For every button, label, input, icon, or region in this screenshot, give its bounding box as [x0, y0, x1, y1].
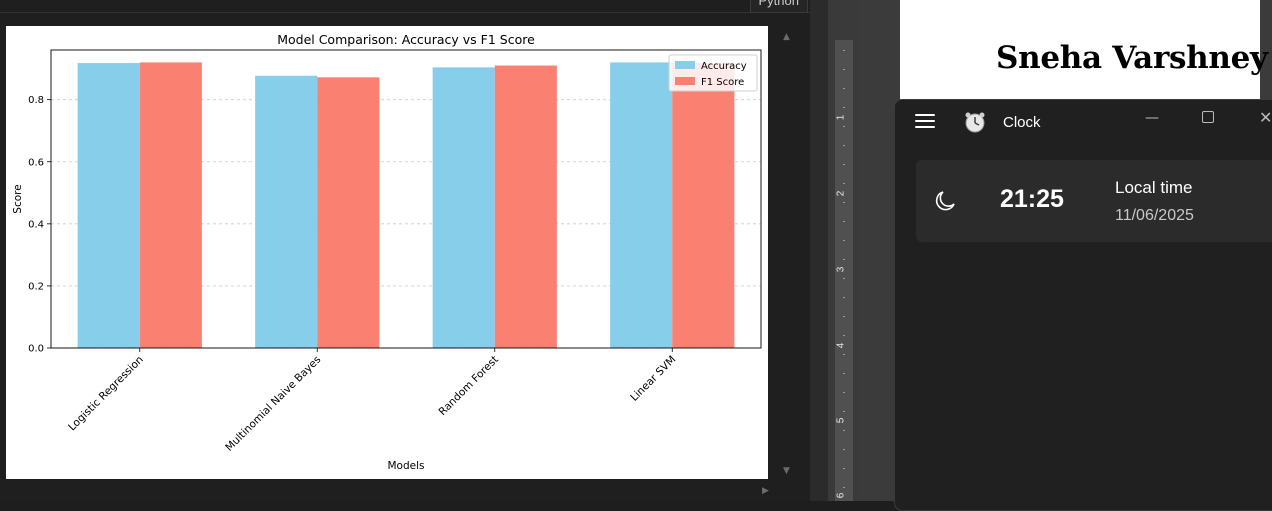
local-time-card[interactable]: 21:25 Local time 11/06/2025 — [916, 160, 1272, 242]
ruler-tick — [843, 202, 845, 203]
moon-icon — [935, 191, 955, 211]
scroll-down-arrow-icon[interactable]: ▼ — [783, 466, 790, 476]
ruler-tick — [843, 240, 845, 241]
ruler-tick — [843, 373, 845, 374]
ruler-tick — [843, 145, 845, 146]
x-tick-label: Logistic Regression — [66, 354, 146, 434]
ruler-number: 3 — [835, 266, 847, 273]
ruler-tick — [843, 50, 845, 51]
ruler-tick — [843, 392, 845, 393]
maximize-icon[interactable] — [1202, 111, 1214, 123]
pane-divider[interactable] — [810, 0, 828, 501]
editor-topbar: Python — [0, 0, 810, 13]
menu-icon[interactable] — [915, 114, 935, 130]
plot-output: 0.0 0.2 0.4 0.6 0.8 Logistic Regression Multin… — [6, 26, 768, 479]
ruler-tick — [843, 164, 845, 165]
app-title: Clock — [1003, 114, 1041, 131]
x-tick-label: Linear SVM — [628, 354, 678, 404]
author-name: Sneha Varshney — [996, 40, 1268, 76]
ruler-number: 2 — [835, 190, 847, 197]
ruler-tick — [843, 468, 845, 469]
document-page — [900, 0, 1260, 100]
ruler-tick — [843, 449, 845, 450]
y-tick-label: 0.2 — [28, 281, 44, 292]
bar-accuracy — [610, 62, 673, 349]
legend-swatch — [675, 77, 695, 85]
scroll-right-arrow-icon[interactable]: ▶ — [762, 486, 769, 496]
ruler-tick — [843, 335, 845, 336]
x-axis-label: Models — [388, 460, 425, 472]
ruler-tick — [843, 107, 845, 108]
clock-titlebar[interactable]: Clock — ✕ — [895, 100, 1272, 144]
scroll-up-arrow-icon[interactable]: ▲ — [783, 32, 790, 42]
bar-accuracy — [255, 75, 318, 348]
ruler-tick — [843, 411, 845, 412]
legend-swatch — [675, 61, 695, 69]
editor-area: Python 0.0 0.2 0.4 0.6 0.8 Logistic Regressio… — [0, 0, 810, 496]
ruler-tick — [843, 221, 845, 222]
y-tick-label: 0.6 — [28, 157, 44, 168]
ruler-number: 5 — [835, 417, 847, 424]
y-tick-label: 0.4 — [28, 219, 44, 230]
bar-f1-score — [494, 65, 557, 349]
language-indicator[interactable]: Python — [749, 0, 808, 13]
ruler-tick — [843, 354, 845, 355]
chart-title: Model Comparison: Accuracy vs F1 Score — [277, 32, 535, 47]
local-time-label: Local time — [1115, 178, 1193, 197]
bar-accuracy — [432, 67, 495, 348]
x-tick-label: Random Forest — [436, 354, 500, 418]
plot-area-frame — [50, 49, 762, 349]
minimize-icon[interactable]: — — [1145, 110, 1159, 126]
ruler-number: 6 — [835, 492, 847, 499]
clock-window: Clock — ✕ 21:25 Local time 11/06/2025 — [894, 99, 1272, 511]
ruler-tick — [843, 126, 845, 127]
ruler-tick — [843, 297, 845, 298]
current-time: 21:25 — [1000, 185, 1064, 213]
bar-f1-score — [317, 77, 380, 349]
bar-accuracy — [77, 63, 140, 348]
clock-app-icon — [965, 112, 985, 133]
close-icon[interactable]: ✕ — [1259, 108, 1272, 127]
bar-f1-score — [139, 62, 202, 349]
ruler-strip — [835, 40, 853, 501]
ruler-tick — [843, 259, 845, 260]
ruler-number: 4 — [835, 342, 847, 349]
ruler-tick — [843, 487, 845, 488]
y-axis-label: Score — [12, 184, 24, 213]
ruler-tick — [843, 316, 845, 317]
ruler-tick — [843, 430, 845, 431]
local-date: 11/06/2025 — [1115, 207, 1194, 224]
legend-label: Accuracy — [701, 61, 747, 72]
ruler-tick — [843, 278, 845, 279]
ruler-number: 1 — [835, 114, 847, 121]
y-tick-label: 0.0 — [28, 344, 44, 355]
x-tick-label: Multinomial Naive Bayes — [223, 354, 323, 454]
y-tick-label: 0.8 — [28, 95, 44, 106]
bar-f1-score — [672, 63, 735, 348]
bar-chart: 0.0 0.2 0.4 0.6 0.8 Logistic Regression Multin… — [12, 32, 762, 472]
legend-label: F1 Score — [701, 77, 744, 88]
ruler-tick — [843, 183, 845, 184]
ruler-tick — [843, 69, 845, 70]
ruler-tick — [843, 88, 845, 89]
